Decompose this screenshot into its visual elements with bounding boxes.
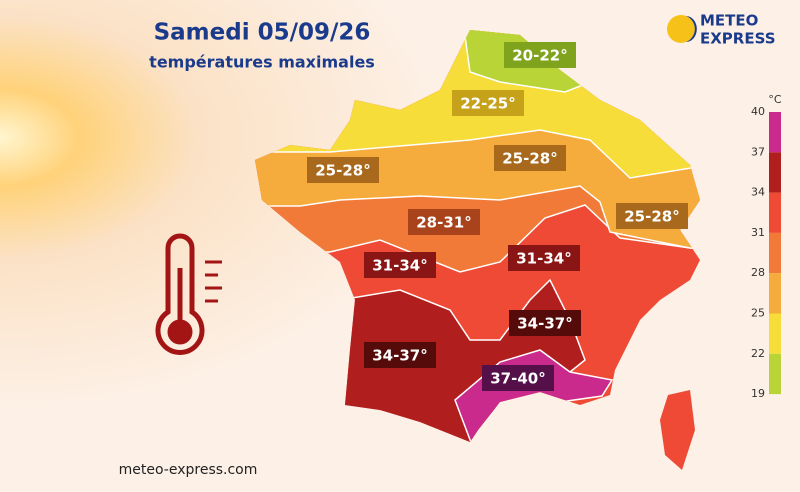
zone-label-box	[307, 157, 379, 183]
logo-line: METEO	[700, 12, 758, 30]
zone-label: 31-34°	[516, 250, 571, 268]
legend-swatch	[769, 112, 781, 153]
legend-tick: 40	[751, 105, 765, 118]
logo: METEO EXPRESS	[667, 12, 776, 48]
legend-tick: 31	[751, 226, 765, 239]
zone-label: 34-37°	[517, 315, 572, 333]
legend-tick: 34	[751, 186, 765, 199]
zone-label: 37-40°	[490, 370, 545, 388]
logo-line: EXPRESS	[700, 30, 776, 48]
legend-swatch	[769, 192, 781, 233]
zone-label: 34-37°	[372, 347, 427, 365]
zone-label-box	[508, 245, 580, 271]
thermometer-icon	[155, 233, 222, 355]
legend-swatch	[769, 353, 781, 395]
zone-label-box	[494, 145, 566, 171]
zone-label: 22-25°	[460, 95, 515, 113]
footer: meteo-express.com	[119, 462, 258, 478]
legend-tick: 25	[751, 307, 765, 320]
zone-label: 31-34°	[372, 257, 427, 275]
zone-label: 25-28°	[315, 162, 370, 180]
legend-swatch	[769, 273, 781, 314]
zone-label-box	[452, 90, 524, 116]
zone-label-box	[408, 209, 480, 235]
title: Samedi 05/09/26	[154, 20, 371, 46]
legend-swatch	[769, 232, 781, 274]
legend-swatch	[769, 313, 781, 354]
legend-swatch	[769, 152, 781, 193]
zone-label: 25-28°	[502, 150, 557, 168]
zone-label: 20-22°	[512, 47, 567, 65]
zone-label: 25-28°	[624, 208, 679, 226]
legend-unit: °C	[768, 93, 782, 106]
zone-label-box	[509, 310, 581, 336]
zone-label-box	[616, 203, 688, 229]
legend-tick: 19	[751, 387, 765, 400]
legend-tick: 37	[751, 145, 765, 158]
legend-tick: 28	[751, 266, 765, 279]
zone-label-box	[504, 42, 576, 68]
zone-label-box	[482, 365, 554, 391]
legend-tick: 22	[751, 347, 765, 360]
zone-label-box	[364, 342, 436, 368]
zone-label-box	[364, 252, 436, 278]
subtitle: températures maximales	[149, 53, 375, 72]
zone-label: 28-31°	[416, 214, 471, 232]
